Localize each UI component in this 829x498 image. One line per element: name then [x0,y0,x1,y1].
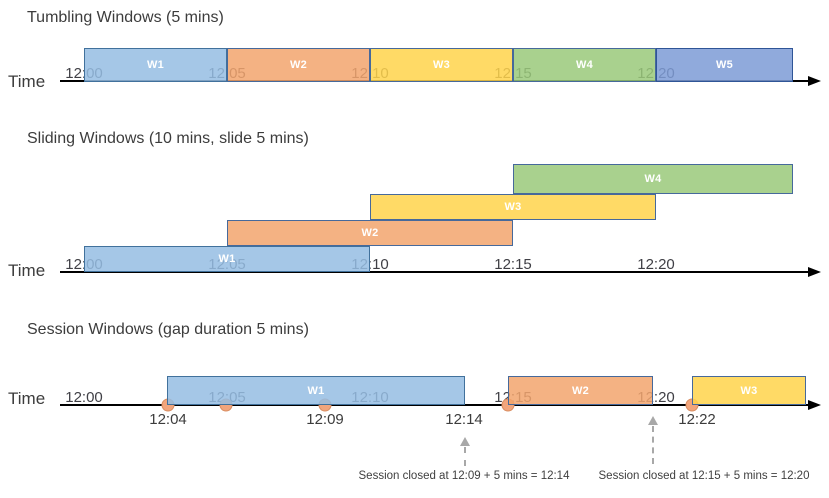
time-axis-sliding [60,271,809,274]
window-label-w2: W2 [361,227,379,239]
window-w2-tumbling: W2 [227,48,370,82]
window-label-w4: W4 [575,59,594,71]
window-w1-tumbling: W1 [84,48,227,82]
event-time-label-12-09: 12:09 [306,411,344,428]
session-closed-note-2: Session closed at 12:15 + 5 mins = 12:20 [598,470,810,482]
time-axis-arrowhead-sliding [808,266,821,277]
tick-label-12-00: 12:00 [65,389,103,406]
time-axis-session [60,404,809,407]
sliding-windows-title: Sliding Windows (10 mins, slide 5 mins) [27,130,309,147]
event-time-label-12-04: 12:04 [149,411,187,428]
window-w2-session: W2 [508,376,653,405]
window-label-w1: W1 [307,384,325,397]
window-label-w4: W4 [644,173,662,185]
window-label-w3: W3 [432,59,451,71]
closure-arrowhead-2 [648,416,658,425]
window-label-w3: W3 [504,201,522,213]
window-w3-session: W3 [692,376,806,405]
tick-label-12-20: 12:20 [637,256,675,273]
tumbling-time-axis-label: Time [8,72,46,91]
event-time-label-12-14: 12:14 [445,411,483,428]
session-closed-note-1: Session closed at 12:09 + 5 mins = 12:14 [358,470,570,482]
window-w3-tumbling: W3 [370,48,513,82]
window-w4-tumbling: W4 [513,48,656,82]
window-label-w2: W2 [289,59,308,71]
window-w5-tumbling: W5 [656,48,793,82]
window-label-w5: W5 [715,59,734,71]
sliding-time-axis-label: Time [8,261,46,280]
closure-arrow-line-2 [652,426,654,464]
tumbling-windows-title: Tumbling Windows (5 mins) [27,9,224,26]
event-time-label-12-22: 12:22 [678,411,716,428]
time-axis-arrowhead-session [808,399,821,410]
window-label-w3: W3 [740,384,758,397]
window-label-w1: W1 [218,253,236,265]
window-label-w2: W2 [571,384,590,397]
session-windows-title: Session Windows (gap duration 5 mins) [27,321,309,338]
window-w4-sliding: W4 [513,164,793,194]
time-axis-arrowhead-tumbling [808,75,821,86]
closure-arrow-line-1 [464,447,466,466]
tick-label-12-15: 12:15 [494,256,532,273]
window-w1-session: W1 [167,376,465,405]
window-w3-sliding: W3 [370,194,656,220]
session-time-axis-label: Time [8,389,46,408]
window-w1-sliding: W1 [84,246,370,272]
window-label-w1: W1 [146,59,165,71]
closure-arrowhead-1 [460,437,470,446]
window-w2-sliding: W2 [227,220,513,246]
